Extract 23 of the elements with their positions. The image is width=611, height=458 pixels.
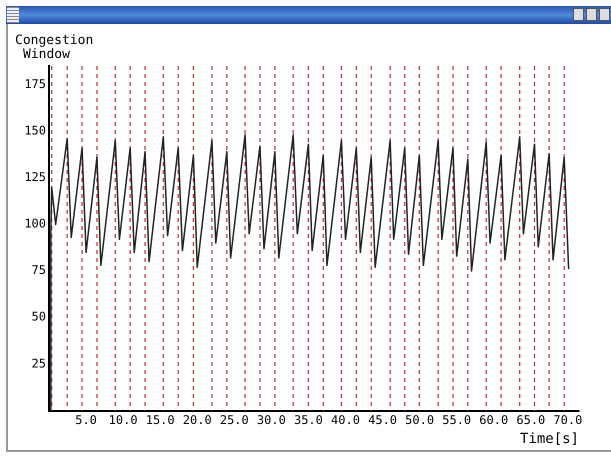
- y-tick-label: 125: [24, 170, 46, 184]
- x-tick-label: 70.0: [553, 413, 582, 428]
- y-tick-label: 175: [24, 76, 46, 91]
- x-axis-title: Time[s]: [520, 431, 579, 448]
- y-tick-label: 150: [24, 123, 46, 138]
- y-tick-label: 25: [32, 356, 46, 370]
- y-tick-label: 100: [24, 216, 46, 231]
- y-tick-label: 50: [32, 310, 46, 324]
- x-tick-label: 45.0: [368, 413, 398, 428]
- x-tick-label: 60.0: [479, 413, 508, 428]
- x-tick-label: 10.0: [108, 413, 138, 428]
- y-tick-label: 75: [32, 263, 46, 278]
- x-tick-label: 30.0: [256, 413, 286, 428]
- x-tick-label: 25.0: [220, 413, 249, 428]
- y-axis-title: Congestion Window: [15, 32, 94, 62]
- x-tick-label: 55.0: [442, 413, 472, 428]
- x-tick-label: 35.0: [294, 413, 323, 428]
- x-tick-label: 5.0: [75, 413, 97, 428]
- x-tick-label: 15.0: [146, 413, 175, 428]
- x-tick-label: 50.0: [405, 413, 434, 428]
- x-tick-label: 20.0: [182, 413, 212, 428]
- x-tick-label: 65.0: [516, 413, 546, 428]
- x-tick-label: 40.0: [331, 413, 360, 428]
